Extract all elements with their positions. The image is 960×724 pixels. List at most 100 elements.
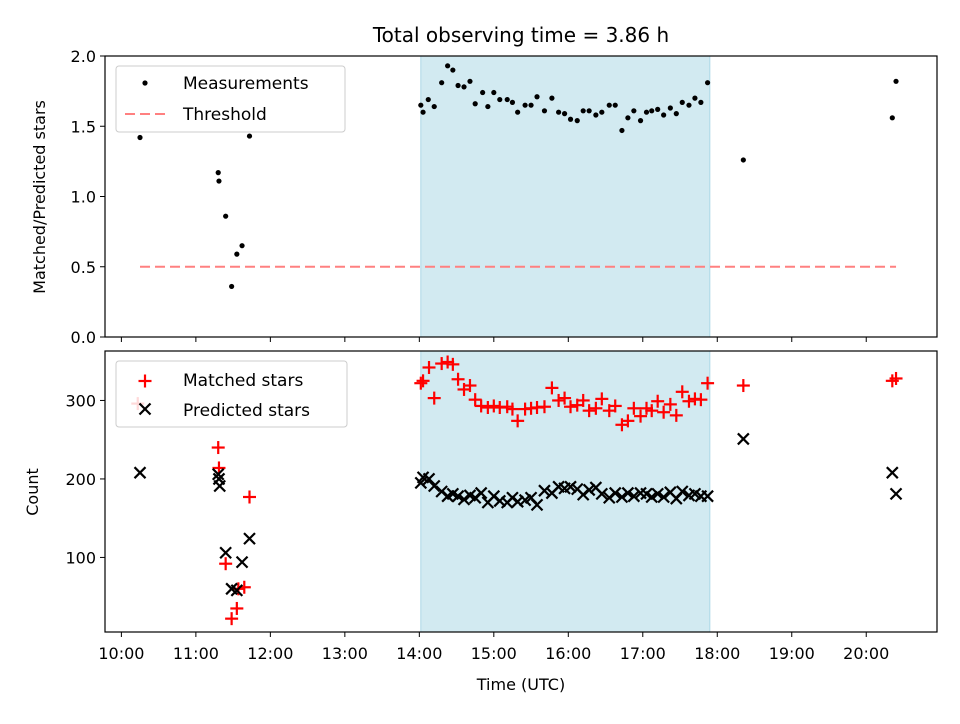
x-tick-label: 11:00 [173,644,219,663]
measurement-point [137,134,143,141]
predicted-star-point [621,486,635,500]
measurement-point [450,67,456,73]
top-panel: 0.00.51.01.52.0 Matched/Predicted stars … [30,47,938,347]
top-y-tick-label: 2.0 [71,47,96,66]
legend-matched-marker [138,374,152,388]
matched-star-point [657,405,671,419]
measurement-point [420,109,426,115]
measurement-point [625,115,631,121]
matched-star-point [243,490,257,504]
matched-star-point [651,394,665,408]
measurement-point [692,95,698,101]
matched-star-point [675,385,689,399]
predicted-star-point [243,532,256,545]
predicted-star-point [608,486,622,500]
x-tick-label: 18:00 [694,644,740,663]
matched-star-point [416,374,430,388]
top-highlight-band [420,55,711,338]
x-tick-label: 10:00 [98,644,144,663]
matched-star-point [545,381,559,395]
matched-star-point [468,393,482,407]
measurement-point [509,99,516,105]
predicted-star-point [230,584,244,597]
top-y-tick-label: 1.0 [71,188,96,207]
legend-matched-label: Matched stars [183,371,303,391]
measurement-point [472,101,478,107]
measurement-point [541,108,548,114]
predicted-star-point [657,490,670,504]
measurement-point [643,109,650,115]
matched-star-point [537,400,551,414]
measurement-point [686,102,692,108]
measurement-point [528,102,534,108]
measurement-point [445,63,451,69]
measurement-point [599,109,605,115]
matched-star-point [463,379,477,393]
matched-star-point [435,357,449,371]
x-axis-label: Time (UTC) [476,675,565,694]
measurement-point [593,112,599,118]
legend-predicted-marker [138,402,152,416]
top-y-ticks: 0.0 0.5 1.0 1.5 2.0 [71,47,105,347]
measurement-points [137,63,899,290]
predicted-star-point [645,490,658,504]
matched-star-point [219,557,233,571]
matched-star-point [446,357,460,371]
top-legend: Measurements Threshold [115,65,346,133]
measurement-point [606,102,612,108]
matched-star-point [481,401,495,415]
legend-measurements-label: Measurements [183,74,309,94]
matched-star-point [511,414,525,428]
measurement-point [655,106,661,112]
bottom-y-tick-label: 200 [65,470,96,489]
predicted-star-point [538,484,551,497]
bottom-legend: Matched stars Predicted stars [115,360,348,428]
predicted-star-point [889,487,903,501]
measurement-point [580,108,586,114]
x-tick-label: 13:00 [322,644,368,663]
measurement-point [455,82,461,89]
x-tick-label: 15:00 [471,644,517,663]
measurement-point [893,78,899,84]
measurement-point [223,213,229,219]
measurement-point [491,89,497,96]
predicted-star-point [422,472,436,486]
measurement-point [561,111,568,117]
x-tick-label: 20:00 [843,644,889,663]
measurement-point [461,84,467,90]
predicted-star-point [701,489,714,503]
x-tick-label: 16:00 [545,644,591,663]
predicted-star-point [595,487,609,501]
legend-measurement-marker [142,80,148,86]
matched-star-point [451,372,465,386]
predicted-star-point [564,480,577,494]
measurement-point [216,178,222,184]
top-y-tick-label: 0.5 [71,258,96,277]
matched-star-point [474,399,488,413]
measurement-point [698,99,704,105]
measurement-point [631,108,637,114]
bottom-y-axis-label: Count [23,468,42,516]
measurement-point [480,89,486,96]
predicted-star-point [213,479,226,493]
measurement-point [504,96,510,103]
predicted-star-point [457,493,471,506]
matched-star-point [701,376,715,390]
top-y-axis-label: Matched/Predicted stars [30,100,49,294]
predicted-star-point [627,489,641,503]
matched-star-point [627,401,641,415]
matched-star-point [552,393,566,407]
predicted-star-point [737,432,750,446]
matched-star-point [427,391,441,405]
measurement-point [619,127,625,134]
measurement-point [567,116,574,122]
measurement-point [239,243,245,249]
top-y-tick-label: 1.5 [71,117,96,136]
measurement-point [556,109,562,115]
bottom-y-tick-label: 300 [65,391,96,410]
top-legend-box [115,65,346,133]
bottom-panel: 100 200 300 10:00 11:00 12:00 13:00 14:00 15:00… [23,350,938,694]
matched-star-point [211,441,225,455]
measurement-point [673,111,679,117]
measurement-point [234,251,240,257]
